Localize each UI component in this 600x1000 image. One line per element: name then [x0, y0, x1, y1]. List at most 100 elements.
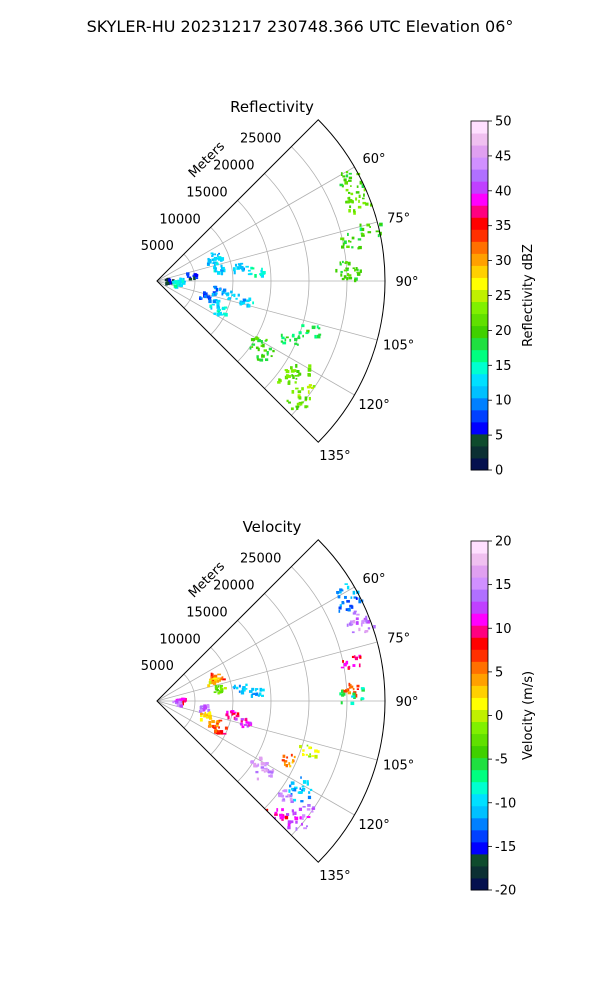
echo-gate [351, 655, 355, 659]
echo-gate [270, 774, 273, 778]
echo-gate [236, 712, 240, 716]
echo-gate [168, 278, 171, 282]
echo-gate [247, 273, 252, 276]
echo-gate [352, 687, 355, 691]
echo-gate [290, 800, 294, 804]
echo-cell [255, 767, 275, 781]
echo-gate [233, 716, 236, 720]
colorbar-tick-label: 5 [495, 429, 503, 444]
echo-gate [186, 274, 190, 278]
echo-gate [250, 338, 255, 342]
colorbar-swatch [471, 841, 488, 855]
echo-gate [348, 686, 351, 689]
echo-gate [223, 306, 228, 309]
echo-gate [216, 722, 219, 726]
echo-gate [340, 172, 343, 176]
echo-cell [239, 297, 255, 308]
echo-gate [214, 729, 218, 733]
echo-gate [351, 246, 354, 249]
echo-gate [349, 205, 352, 209]
colorbar-tick-label: 25 [495, 289, 512, 304]
echo-gate [235, 297, 238, 300]
echo-gate [281, 808, 284, 812]
echo-cell [213, 306, 228, 317]
colorbar-tick-label: -5 [495, 753, 508, 768]
echo-gate [297, 374, 300, 377]
echo-gate [359, 227, 363, 232]
echo-gate [293, 786, 298, 790]
panel-title: Reflectivity [230, 98, 314, 116]
echo-gate [218, 678, 221, 682]
echo-gate [291, 390, 295, 394]
echo-gate [291, 761, 294, 764]
echo-cell [199, 711, 213, 722]
echo-gate [280, 333, 283, 338]
echo-gate [358, 194, 361, 199]
radial-tick-label: 5000 [141, 659, 174, 674]
colorbar-swatch [471, 637, 488, 650]
echo-cell [232, 683, 248, 695]
echo-gate [299, 787, 302, 790]
echo-gate [220, 677, 223, 681]
echo-gate [220, 267, 223, 271]
echo-gate [362, 619, 366, 622]
colorbar-swatch [471, 685, 488, 698]
echo-gate [210, 306, 213, 310]
colorbar-swatch [471, 673, 488, 686]
echo-gate [244, 718, 248, 721]
echo-gate [165, 282, 170, 285]
echo-gate [349, 604, 353, 608]
echo-gate [207, 257, 210, 261]
echo-gate [294, 381, 297, 384]
echo-gate [298, 807, 303, 811]
angle-tick-label: 120° [358, 818, 389, 833]
echo-gate [203, 704, 207, 709]
echo-gate [352, 619, 356, 624]
echo-gate [353, 211, 356, 215]
echo-gate [221, 292, 224, 296]
echo-gate [211, 293, 214, 297]
echo-gate [350, 701, 355, 706]
echo-gate [285, 795, 288, 798]
echo-gate [338, 606, 342, 610]
echo-gate [219, 686, 222, 689]
echo-gate [211, 255, 214, 257]
colorbar-tick-label: 40 [495, 184, 512, 199]
echo-gate [340, 689, 344, 693]
echo-gate [195, 277, 199, 280]
echo-gate [207, 684, 211, 688]
radial-tick-label: 25000 [240, 552, 281, 567]
echo-gate [246, 725, 249, 728]
colorbar-swatch [471, 133, 488, 146]
echo-gate [172, 281, 177, 284]
echo-gate [177, 698, 181, 703]
echo-gate [345, 174, 349, 178]
echo-cell [277, 369, 298, 385]
echo-gate [287, 374, 291, 378]
echo-gate [179, 700, 183, 704]
echo-gate [257, 763, 260, 767]
echo-gate [291, 788, 294, 791]
echo-gate [367, 620, 370, 624]
echo-gate [294, 788, 297, 792]
echo-cell [247, 266, 266, 278]
echo-gate [193, 273, 198, 276]
colorbar-swatch [471, 829, 488, 843]
echo-gate [311, 325, 316, 328]
echo-gate [215, 261, 218, 265]
echo-gate [295, 820, 298, 824]
colorbar-tick-label: 0 [495, 709, 503, 724]
colorbar-swatch [471, 169, 488, 182]
echo-gate [206, 295, 210, 299]
echo-gate [345, 660, 349, 665]
echo-gate [302, 814, 306, 818]
echo-gate [216, 302, 220, 306]
echo-gate [304, 405, 308, 409]
echo-gate [221, 689, 224, 692]
echo-gate [276, 808, 279, 812]
colorbar: -20 -15 -10 -5 0 5 10 15 20 Velocity (m/s) [470, 535, 536, 899]
echo-gate [292, 812, 295, 816]
echo-gate [304, 396, 308, 401]
echo-gate [305, 332, 309, 335]
echo-gate [174, 700, 178, 703]
